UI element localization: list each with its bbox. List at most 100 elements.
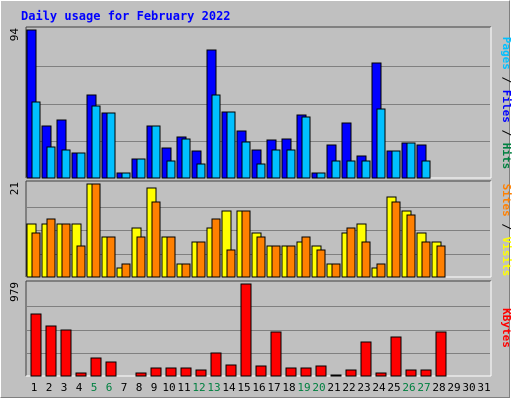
legend-part: / <box>500 123 512 143</box>
bar-kbytes-day-3 <box>60 329 72 377</box>
bar-kbytes-day-1 <box>30 313 42 377</box>
x-tick-label: 17 <box>267 381 280 394</box>
bar-pages-day-21 <box>331 160 341 179</box>
bar-pages-day-9 <box>151 125 161 179</box>
bar-pages-day-25 <box>391 150 401 179</box>
bar-kbytes-day-28 <box>435 331 447 377</box>
bar-pages-day-19 <box>301 116 311 179</box>
bar-kbytes-day-27 <box>420 369 432 377</box>
bar-sites-day-11 <box>181 263 191 278</box>
x-tick-label: 9 <box>151 381 158 394</box>
x-tick-label: 28 <box>432 381 445 394</box>
bar-kbytes-day-6 <box>105 361 117 377</box>
bar-sites-day-25 <box>391 201 401 278</box>
x-tick-label: 7 <box>121 381 128 394</box>
chart-title: Daily usage for February 2022 <box>21 9 231 23</box>
bar-pages-day-10 <box>166 160 176 179</box>
bar-kbytes-day-4 <box>75 372 87 377</box>
bar-kbytes-day-10 <box>165 367 177 377</box>
bar-kbytes-day-8 <box>135 372 147 377</box>
bar-kbytes-day-9 <box>150 367 162 377</box>
x-tick-label: 13 <box>207 381 220 394</box>
bar-sites-day-3 <box>61 223 71 278</box>
bar-sites-day-19 <box>301 236 311 278</box>
x-tick-label: 22 <box>342 381 355 394</box>
bar-sites-day-21 <box>331 263 341 278</box>
x-tick-label: 1 <box>31 381 38 394</box>
bar-kbytes-day-16 <box>255 365 267 377</box>
y-max-label: 979 <box>8 282 21 302</box>
x-tick-label: 25 <box>387 381 400 394</box>
legend-part: Visits <box>500 237 512 277</box>
bar-sites-day-10 <box>166 236 176 278</box>
bar-pages-day-3 <box>61 149 71 179</box>
legend-part: Pages <box>500 37 512 70</box>
bar-pages-day-23 <box>361 160 371 179</box>
bar-pages-day-8 <box>136 158 146 179</box>
bar-pages-day-22 <box>346 160 356 179</box>
x-tick-label: 29 <box>447 381 460 394</box>
bar-sites-day-8 <box>136 236 146 278</box>
x-tick-label: 20 <box>312 381 325 394</box>
bar-pages-day-12 <box>196 163 206 179</box>
x-tick-label: 31 <box>477 381 490 394</box>
bar-pages-day-17 <box>271 149 281 179</box>
x-tick-label: 19 <box>297 381 310 394</box>
bar-kbytes-day-11 <box>180 367 192 377</box>
bar-pages-day-14 <box>226 111 236 179</box>
bar-kbytes-day-14 <box>225 364 237 377</box>
x-tick-label: 23 <box>357 381 370 394</box>
legend-part: Hits <box>500 143 512 170</box>
bar-sites-day-16 <box>256 236 266 278</box>
x-tick-label: 24 <box>372 381 386 394</box>
bar-kbytes-day-26 <box>405 369 417 377</box>
bar-kbytes-day-21 <box>330 374 342 377</box>
bar-sites-day-23 <box>361 241 371 278</box>
bar-sites-day-27 <box>421 241 431 278</box>
x-tick-label: 26 <box>402 381 415 394</box>
bar-sites-day-20 <box>316 249 326 278</box>
y-max-label: 94 <box>8 28 21 42</box>
legend-part: Files <box>500 90 512 123</box>
series-legend-label: KBytes <box>500 308 512 348</box>
bar-sites-day-17 <box>271 245 281 278</box>
bar-kbytes-day-20 <box>315 365 327 377</box>
bar-pages-day-24 <box>376 108 386 179</box>
bar-sites-day-13 <box>211 218 221 278</box>
bar-kbytes-day-13 <box>210 352 222 377</box>
bar-kbytes-day-19 <box>300 367 312 377</box>
bar-sites-day-4 <box>76 245 86 278</box>
series-legend-label: Sites / Visits <box>500 184 512 277</box>
bar-kbytes-day-2 <box>45 325 57 377</box>
bar-pages-day-15 <box>241 141 251 179</box>
bar-pages-day-18 <box>286 149 296 179</box>
x-tick-label: 12 <box>192 381 205 394</box>
bar-sites-day-1 <box>31 232 41 278</box>
bar-pages-day-11 <box>181 138 191 179</box>
bar-sites-day-18 <box>286 245 296 278</box>
bar-sites-day-9 <box>151 201 161 278</box>
bar-sites-day-14 <box>226 249 236 278</box>
x-tick-label: 10 <box>162 381 175 394</box>
bar-pages-day-7 <box>121 172 131 179</box>
bar-sites-day-7 <box>121 263 131 278</box>
x-tick-label: 16 <box>252 381 265 394</box>
bar-pages-day-1 <box>31 101 41 179</box>
bar-sites-day-12 <box>196 241 206 278</box>
bar-pages-day-20 <box>316 172 326 179</box>
bar-sites-day-6 <box>106 236 116 278</box>
x-tick-label: 27 <box>417 381 430 394</box>
legend-part: KBytes <box>500 308 512 348</box>
x-tick-label: 3 <box>61 381 68 394</box>
bar-pages-day-6 <box>106 112 116 179</box>
bar-kbytes-day-17 <box>270 331 282 377</box>
bar-sites-day-5 <box>91 183 101 278</box>
bar-sites-day-24 <box>376 263 386 278</box>
bar-pages-day-27 <box>421 160 431 179</box>
bar-kbytes-day-12 <box>195 369 207 377</box>
y-max-label: 21 <box>8 182 21 195</box>
bar-sites-day-28 <box>436 245 446 278</box>
bar-sites-day-22 <box>346 227 356 278</box>
bar-kbytes-day-23 <box>360 341 372 377</box>
